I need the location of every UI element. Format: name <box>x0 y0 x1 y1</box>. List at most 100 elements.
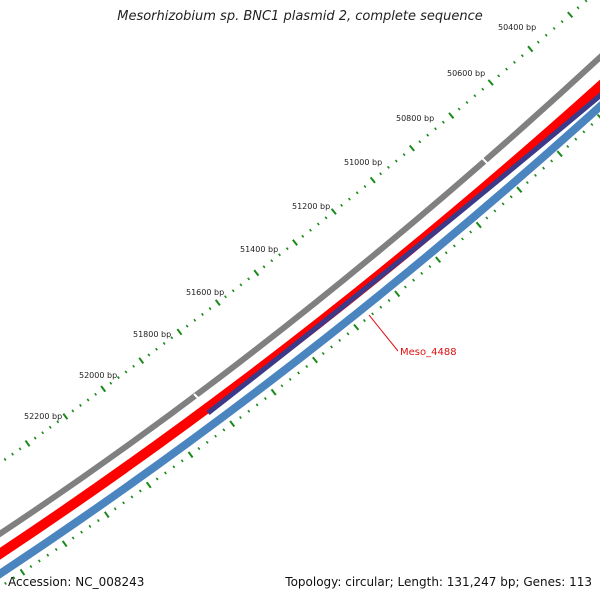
inner-scale-tick <box>71 536 75 540</box>
backbone-track <box>0 53 600 538</box>
outer-scale-tick <box>402 153 406 157</box>
outer-scale-ticks <box>3 0 588 461</box>
inner-scale-tick <box>321 351 325 356</box>
inner-scale-tick <box>280 384 284 388</box>
outer-scale-tick <box>448 112 455 119</box>
outer-scale-tick <box>285 247 289 251</box>
inner-scale-tick <box>590 123 594 127</box>
outer-scale-tick <box>33 436 37 440</box>
accession-text: Accession: NC_008243 <box>8 575 145 589</box>
scale-label-51200: 51200 bp <box>292 202 330 211</box>
outer-scale-tick <box>512 60 516 64</box>
inner-scale-tick <box>54 547 58 552</box>
inner-scale-tick <box>387 299 391 302</box>
outer-scale-tick <box>193 318 197 322</box>
scale-label-50400: 50400 bp <box>498 23 536 32</box>
inner-scale-tick <box>338 338 342 342</box>
inner-scale-tick <box>556 150 563 158</box>
outer-scale-tick <box>270 259 274 263</box>
inner-scale-ticks <box>4 113 600 585</box>
inner-scale-tick <box>428 265 432 269</box>
scale-label-51400: 51400 bp <box>240 245 278 254</box>
inner-scale-tick <box>542 166 546 170</box>
inner-scale-tick <box>330 345 333 349</box>
summary-text: Topology: circular; Length: 131,247 bp; … <box>285 575 592 589</box>
outer-scale-tick <box>116 376 120 380</box>
outer-scale-tick <box>527 45 534 53</box>
outer-scale-tick <box>56 420 60 424</box>
inner-scale-tick <box>412 278 416 282</box>
outer-scale-tick <box>278 253 281 257</box>
inner-scale-tick <box>297 371 300 375</box>
inner-scale-tick <box>122 501 125 505</box>
inner-scale-tick <box>12 576 16 580</box>
inner-scale-tick <box>403 285 407 289</box>
inner-scale-tick <box>88 524 92 528</box>
outer-scale-tick <box>394 159 398 163</box>
inner-scale-tick <box>222 428 226 432</box>
inner-scale-tick <box>516 186 523 193</box>
inner-scale-tick <box>19 568 26 576</box>
inner-scale-tick <box>501 202 505 206</box>
cds-boundary-1 <box>193 393 203 403</box>
scale-label-51600: 51600 bp <box>186 288 224 297</box>
outer-scale-tick <box>147 353 151 357</box>
gene-feature-track[interactable] <box>206 62 600 415</box>
inner-scale-tick <box>138 489 142 493</box>
outer-scale-tick <box>262 265 266 269</box>
outer-scale-tick <box>247 277 251 281</box>
outer-scale-tick <box>309 228 312 232</box>
outer-scale-tick <box>138 357 145 364</box>
inner-scale-tick <box>353 323 360 331</box>
inner-scale-tick <box>371 312 375 316</box>
inner-scale-tick <box>270 388 277 396</box>
inner-scale-tick <box>103 511 110 519</box>
gene-label-meso-4488[interactable]: Meso_4488 <box>400 347 457 358</box>
map-title: Mesorhizobium sp. BNC1 plasmid 2, comple… <box>117 9 483 24</box>
outer-scale-tick <box>253 269 260 277</box>
inner-scale-tick <box>435 256 442 264</box>
inner-scale-tick <box>420 271 424 275</box>
outer-scale-tick <box>520 54 524 58</box>
outer-scale-tick <box>426 133 430 137</box>
outer-scale-tick <box>347 197 351 201</box>
outer-scale-tick <box>41 431 45 435</box>
inner-scale-tick <box>288 377 292 381</box>
outer-scale-tick <box>457 107 461 111</box>
outer-scale-tick <box>124 370 128 374</box>
inner-scale-tick <box>172 465 176 469</box>
outer-scale-tick <box>132 364 136 368</box>
scale-label-52000: 52000 bp <box>79 371 117 380</box>
outer-scale-tick <box>363 185 367 188</box>
inner-scale-tick <box>312 356 318 364</box>
inner-scale-tick <box>197 447 201 451</box>
outer-scale-tick <box>386 165 390 169</box>
outer-scale-tick <box>109 381 113 385</box>
outer-scale-tick <box>584 0 588 3</box>
reverse-cds-track[interactable] <box>0 70 600 600</box>
inner-scale-tick <box>187 451 194 459</box>
inner-scale-tick <box>239 416 242 419</box>
outer-scale-tick <box>330 208 337 215</box>
outer-scale-tick <box>576 6 580 10</box>
scale-label-51800: 51800 bp <box>133 330 171 339</box>
outer-scale-tick <box>481 87 485 91</box>
outer-scale-tick <box>170 336 174 340</box>
outer-scale-tick <box>162 341 166 345</box>
outer-scale-tick <box>301 234 305 238</box>
inner-scale-tick <box>96 519 100 523</box>
inner-scale-tick <box>509 195 513 199</box>
scale-label-51000: 51000 bp <box>344 158 382 167</box>
scale-label-50800: 50800 bp <box>396 114 434 123</box>
inner-scale-tick <box>452 244 456 248</box>
outer-scale-tick <box>3 457 7 461</box>
outer-scale-tick <box>316 222 320 226</box>
outer-scale-tick <box>487 79 494 86</box>
inner-scale-tick <box>461 237 464 241</box>
inner-scale-tick <box>164 471 167 475</box>
outer-scale-tick <box>62 413 69 420</box>
outer-scale-tick <box>505 67 508 71</box>
inner-scale-tick <box>145 481 152 489</box>
outer-scale-tick <box>214 299 221 307</box>
